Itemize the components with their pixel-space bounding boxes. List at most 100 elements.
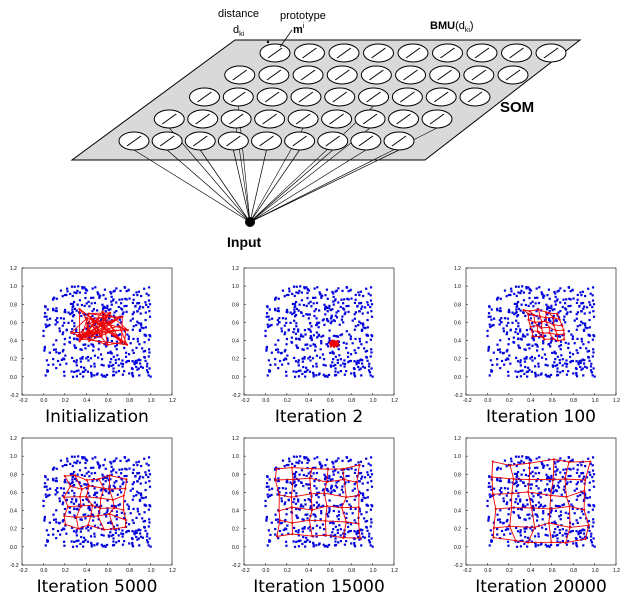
- som-grid-lines: [274, 463, 362, 540]
- som-unit: [556, 333, 559, 336]
- data-point: [565, 298, 568, 301]
- data-point: [551, 365, 555, 368]
- data-point: [569, 290, 572, 293]
- data-point: [334, 335, 337, 338]
- data-point: [302, 505, 305, 508]
- data-point: [110, 292, 113, 295]
- data-point: [357, 535, 360, 539]
- data-point: [266, 493, 269, 496]
- data-point: [571, 505, 575, 508]
- som-unit: [589, 460, 592, 463]
- data-point: [274, 357, 277, 361]
- som-edge: [90, 316, 97, 333]
- data-point: [547, 374, 550, 377]
- x-tick-label: 0.0: [40, 398, 47, 404]
- data-point: [112, 540, 115, 543]
- data-point: [347, 531, 350, 534]
- data-point: [545, 473, 548, 476]
- data-point: [295, 455, 298, 458]
- data-point: [284, 501, 287, 504]
- data-point: [110, 465, 113, 468]
- data-point: [306, 343, 309, 346]
- data-point: [534, 296, 537, 299]
- data-point: [518, 346, 521, 349]
- data-point: [338, 323, 341, 326]
- data-point: [332, 364, 335, 367]
- data-point: [562, 318, 565, 321]
- data-point: [110, 303, 113, 306]
- data-point: [52, 309, 55, 312]
- data-point: [72, 502, 76, 505]
- data-point: [360, 307, 363, 310]
- data-point: [560, 493, 563, 496]
- som-unit: [64, 523, 67, 526]
- data-point: [336, 528, 339, 532]
- data-point: [274, 533, 277, 536]
- prototype-node: [328, 43, 360, 63]
- data-point: [46, 324, 50, 327]
- som-unit: [584, 537, 587, 541]
- data-point: [525, 499, 529, 502]
- data-point: [322, 363, 325, 366]
- data-point: [59, 487, 63, 490]
- data-point: [592, 303, 596, 306]
- data-point: [587, 511, 590, 514]
- data-point: [541, 462, 544, 466]
- data-point: [306, 296, 309, 300]
- data-point: [61, 494, 64, 497]
- data-point: [102, 294, 105, 297]
- data-point: [137, 367, 140, 370]
- data-point: [554, 534, 557, 537]
- data-point: [546, 534, 549, 537]
- data-point: [323, 375, 326, 378]
- data-point: [339, 475, 342, 479]
- data-point: [340, 333, 344, 336]
- data-point: [56, 359, 60, 363]
- data-point: [583, 312, 586, 315]
- data-point: [567, 305, 570, 308]
- data-point: [137, 492, 140, 495]
- data-point: [487, 315, 490, 318]
- data-point: [314, 515, 317, 518]
- data-point: [43, 485, 46, 488]
- data-point: [516, 332, 520, 335]
- data-point: [107, 308, 110, 312]
- data-point: [118, 333, 122, 336]
- data-point: [317, 543, 321, 546]
- data-point: [529, 357, 532, 360]
- data-point: [139, 498, 142, 502]
- data-point: [61, 465, 64, 468]
- som-unit: [290, 496, 293, 499]
- som-edge: [527, 491, 532, 509]
- som-unit: [536, 324, 539, 327]
- data-point: [334, 290, 337, 293]
- data-point: [515, 356, 518, 360]
- x-tick-label: -0.2: [463, 568, 472, 574]
- prototype-node: [118, 131, 150, 151]
- data-point: [92, 349, 95, 352]
- data-point: [295, 461, 298, 464]
- x-tick-label: 1.0: [370, 398, 377, 404]
- data-point: [104, 467, 107, 470]
- data-point: [280, 327, 283, 330]
- data-point: [297, 328, 300, 331]
- data-point: [370, 480, 373, 483]
- data-point: [509, 498, 512, 501]
- som-unit: [103, 528, 106, 531]
- data-point: [369, 464, 372, 467]
- data-point: [548, 310, 551, 313]
- data-point: [359, 492, 362, 495]
- data-point: [502, 327, 505, 330]
- som-edge: [529, 309, 539, 312]
- data-point: [293, 485, 297, 488]
- som-unit: [109, 311, 112, 314]
- data-point: [337, 480, 340, 483]
- som-unit: [79, 504, 83, 507]
- data-point: [75, 292, 78, 295]
- som-unit: [508, 525, 511, 528]
- data-point: [556, 370, 559, 373]
- data-point: [551, 364, 554, 367]
- data-point: [73, 285, 76, 288]
- data-point: [368, 541, 372, 544]
- data-point: [121, 362, 125, 366]
